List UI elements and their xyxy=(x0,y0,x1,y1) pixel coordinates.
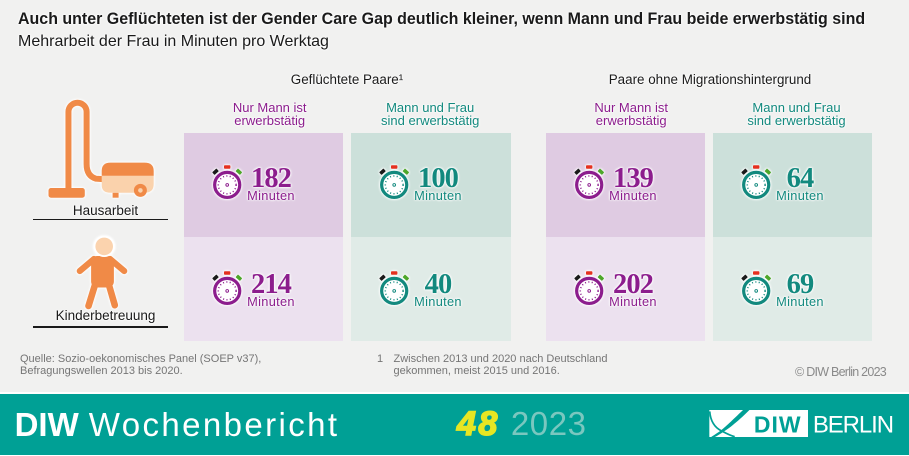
svg-text:BERLIN: BERLIN xyxy=(813,411,893,437)
svg-text:DIW: DIW xyxy=(754,411,802,437)
